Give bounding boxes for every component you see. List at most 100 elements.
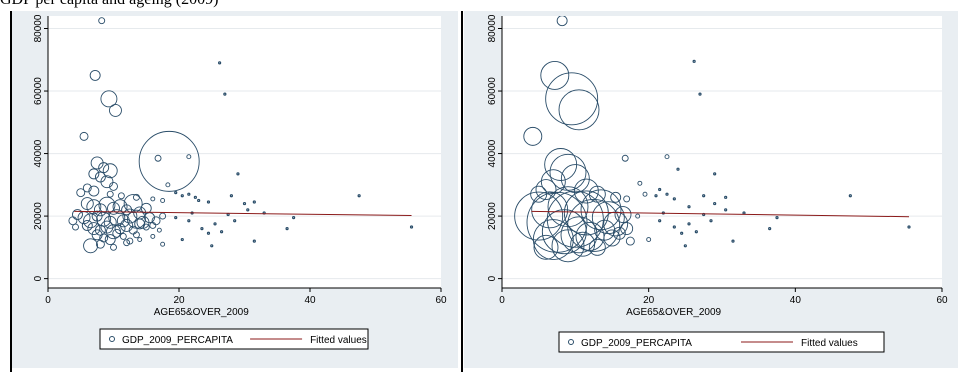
data-point: [210, 244, 214, 248]
data-point: [82, 183, 92, 193]
chart-left-svg: 0 20000 40000 60000 80000 0 20 40 60 AGE65&OVER_2…: [33, 14, 447, 350]
data-point: [103, 215, 117, 229]
y-tick-label: 0: [487, 275, 498, 281]
y-tick-label: 0: [33, 275, 44, 281]
y-tick-label: 20000: [33, 202, 44, 230]
data-point: [120, 219, 134, 232]
figure-caption: GDP per capita and ageing (2009): [0, 0, 218, 9]
data-point: [546, 190, 604, 248]
data-point: [623, 195, 631, 203]
fitted-line: [74, 210, 412, 216]
legend-label-series: GDP_2009_PERCAPITA: [581, 338, 692, 349]
legend-label-series: GDP_2009_PERCAPITA: [122, 335, 233, 346]
data-point: [180, 237, 184, 242]
plot-area: [502, 16, 942, 288]
data-point: [88, 168, 100, 180]
data-point: [109, 103, 122, 117]
data-point: [560, 216, 598, 254]
data-point: [114, 223, 126, 235]
data-point: [713, 172, 717, 176]
x-tick-label: 20: [173, 295, 185, 306]
data-point: [76, 188, 86, 198]
data-point: [658, 187, 662, 192]
data-point: [150, 196, 156, 202]
data-point: [100, 175, 114, 189]
data-point: [409, 225, 414, 229]
data-point: [121, 204, 133, 216]
data-point: [159, 212, 167, 220]
data-point: [246, 208, 250, 212]
data-point: [560, 164, 590, 194]
data-point: [687, 205, 691, 209]
x-tick-label: 40: [304, 295, 316, 306]
data-point: [206, 200, 211, 204]
data-point: [218, 61, 222, 65]
data-point: [713, 201, 717, 206]
data-point: [848, 194, 852, 198]
data-point: [156, 227, 162, 233]
data-point: [233, 219, 237, 223]
data-point: [104, 234, 116, 245]
y-tick-label: 40000: [33, 139, 44, 167]
data-point: [88, 185, 100, 197]
data-point: [93, 203, 107, 217]
data-point: [252, 239, 256, 243]
data-point: [95, 239, 105, 249]
data-point: [535, 179, 557, 200]
data-point: [187, 192, 191, 196]
data-point: [107, 201, 120, 215]
data-point: [98, 17, 106, 25]
data-point: [219, 230, 224, 234]
legend-marker-icon: [568, 339, 574, 345]
data-point: [731, 239, 735, 243]
data-point: [702, 194, 706, 198]
data-point: [81, 220, 93, 231]
x-tick-label: 20: [643, 295, 655, 306]
data-point: [654, 194, 658, 198]
chart-panel-left: 0 20000 40000 60000 80000 0 20 40 60 AGE65&OVER_2…: [10, 11, 458, 368]
data-point: [523, 126, 543, 146]
data-point: [94, 171, 106, 183]
data-point: [123, 239, 131, 247]
data-point: [236, 172, 240, 176]
fitted-line: [531, 210, 910, 218]
data-point: [621, 154, 629, 162]
data-point: [112, 228, 122, 238]
legend-label-fit: Fitted values: [801, 338, 858, 349]
data-point: [83, 238, 99, 254]
data-point: [724, 195, 728, 199]
data-point: [551, 229, 585, 263]
data-point: [213, 222, 217, 226]
data-point: [672, 225, 676, 229]
data-point: [540, 60, 570, 90]
data-point: [86, 199, 102, 215]
data-point: [106, 190, 114, 198]
data-point: [570, 231, 596, 257]
data-point: [588, 238, 606, 256]
data-point: [612, 226, 626, 240]
data-point: [186, 154, 192, 160]
data-point: [635, 213, 641, 219]
data-point: [672, 197, 676, 201]
data-point: [165, 182, 171, 188]
panel-divider-left: [10, 11, 12, 372]
y-tick-label: 80000: [487, 14, 498, 42]
y-tick-label: 80000: [33, 14, 44, 42]
data-point: [514, 191, 564, 241]
data-point: [134, 218, 146, 230]
data-point: [556, 16, 568, 27]
data-point: [160, 241, 166, 247]
data-point: [242, 201, 247, 206]
data-point: [154, 154, 162, 162]
legend-marker-icon: [109, 336, 115, 342]
data-point: [137, 237, 143, 242]
data-point: [545, 72, 599, 126]
data-point: [637, 180, 643, 186]
data-point: [698, 92, 702, 96]
data-point: [614, 206, 632, 223]
data-point: [532, 219, 574, 260]
data-point: [109, 181, 118, 191]
data-point: [122, 208, 138, 224]
x-axis-title: AGE65&OVER_2009: [154, 307, 249, 318]
data-point: [149, 222, 157, 229]
